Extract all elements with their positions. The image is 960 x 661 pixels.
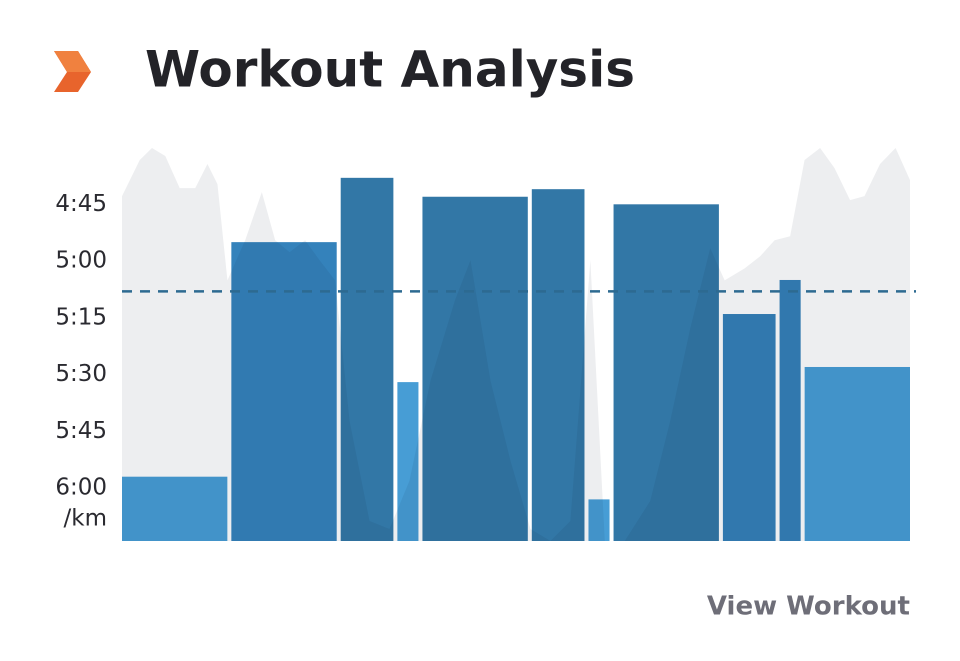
y-unit-label: /km [64,506,107,532]
bar [397,382,419,541]
bar [588,499,610,541]
y-tick-label: 4:45 [55,191,107,217]
bar [531,189,585,541]
title: Workout Analysis [145,41,635,99]
logo-highlight [54,51,91,72]
y-tick-label: 5:30 [55,361,107,387]
y-tick-label: 6:00 [55,475,107,501]
plot [122,148,916,541]
bar [804,366,910,541]
y-tick-label: 5:15 [55,304,107,330]
view-workout-link[interactable]: View Workout [707,592,910,622]
elevation-area [122,148,910,541]
bar [340,177,394,541]
bar [122,476,228,541]
bar [779,279,801,541]
bar [422,196,528,541]
y-tick-label: 5:00 [55,248,107,274]
bar [613,204,719,541]
y-tick-label: 5:45 [55,418,107,444]
bar [722,314,776,541]
